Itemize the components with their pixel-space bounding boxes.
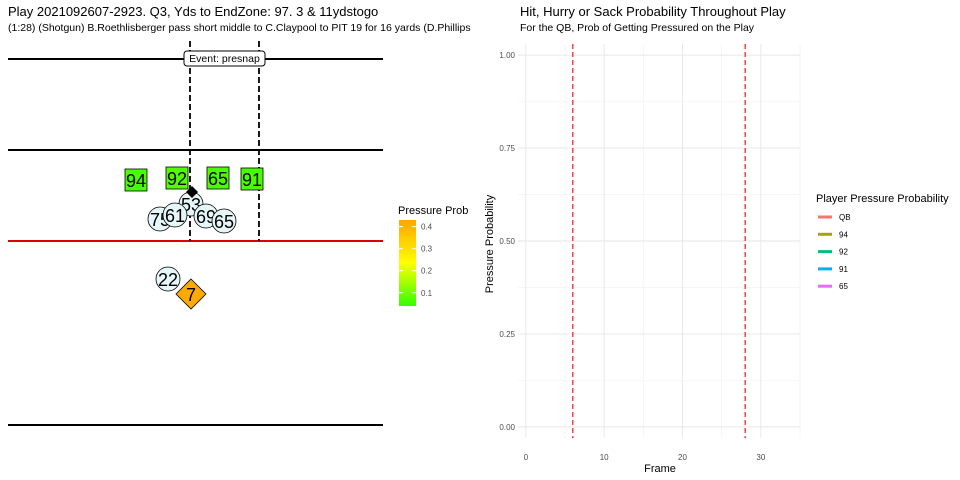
player-marker: 7 [175, 278, 207, 310]
legend-label: 94 [839, 230, 848, 239]
colorbar-tick-label: 0.2 [421, 267, 433, 276]
player-marker: 94 [124, 168, 148, 192]
offense-circle [162, 202, 188, 228]
play-description: (1:28) (Shotgun) B.Roethlisberger pass s… [8, 22, 471, 34]
colorbar-tick-label: 0.1 [421, 289, 433, 298]
player-marker: 65 [211, 208, 237, 234]
y-tick-label: 0.75 [499, 144, 515, 153]
player-marker: 61 [162, 202, 188, 228]
offense-circle [155, 266, 181, 292]
jersey-number: 69 [196, 207, 216, 227]
jersey-number: 91 [242, 170, 262, 190]
chart-title: Hit, Hurry or Sack Probability Throughou… [520, 4, 786, 19]
legend-items: QB 94 92 91 65 [818, 213, 851, 291]
jersey-number: 65 [214, 212, 234, 232]
legend-item: 65 [818, 282, 848, 291]
legend-item: 91 [818, 265, 848, 274]
chart-grid [518, 44, 801, 438]
defender-square [124, 168, 148, 192]
qb-diamond [175, 278, 207, 310]
event-label: Event: presnap [189, 53, 260, 65]
defender-square [206, 166, 230, 190]
jersey-number: 92 [167, 169, 187, 189]
legend-label: 65 [839, 282, 848, 291]
chart-subtitle: For the QB, Prob of Getting Pressured on… [520, 22, 755, 34]
x-tick-labels: 0 10 20 30 [524, 453, 766, 462]
legend-item: 94 [818, 230, 848, 239]
y-tick-label: 0.25 [499, 330, 515, 339]
defender-square [240, 167, 264, 191]
y-tick-label: 0.00 [499, 423, 515, 432]
series-legend: Player Pressure Probability QB 94 92 91 65 [816, 193, 949, 291]
y-tick-label: 0.50 [499, 237, 515, 246]
x-tick-label: 0 [524, 453, 529, 462]
player-marker: 91 [240, 167, 264, 191]
jersey-number: 65 [208, 169, 228, 189]
player-marker: 92 [165, 166, 189, 190]
jersey-number: 61 [165, 206, 185, 226]
jersey-number: 94 [126, 171, 146, 191]
legend-label: 92 [839, 248, 848, 257]
y-axis-title: Pressure Probability [484, 194, 496, 293]
legend-item: 92 [818, 248, 848, 257]
football-marker [186, 186, 198, 198]
jersey-number: 7 [186, 285, 196, 305]
jersey-number: 22 [158, 270, 178, 290]
legend-label: QB [839, 213, 851, 222]
pressure-chart: 0 10 20 30 0.00 0.25 0.50 0.75 1.00 Frame Press… [484, 44, 801, 475]
defender-square [165, 166, 189, 190]
y-tick-label: 1.00 [499, 51, 515, 60]
offense-circle [211, 208, 237, 234]
colorbar-ticks: 0.1 0.2 0.3 0.4 [399, 223, 433, 298]
x-tick-label: 30 [756, 453, 765, 462]
colorbar-tick-label: 0.3 [421, 245, 433, 254]
pressure-colorbar: Pressure Prob 0.1 0.2 0.3 0.4 [398, 205, 468, 306]
player-marker: 22 [155, 266, 181, 292]
play-title: Play 2021092607-2923. Q3, Yds to EndZone… [8, 4, 379, 19]
legend-label: 91 [839, 265, 848, 274]
x-axis-title: Frame [644, 463, 676, 475]
event-vlines [572, 44, 746, 438]
event-label-box [183, 50, 266, 67]
colorbar-tick-label: 0.4 [421, 223, 433, 232]
y-tick-labels: 0.00 0.25 0.50 0.75 1.00 [499, 51, 515, 432]
colorbar-gradient [399, 220, 416, 306]
player-marker: 65 [206, 166, 230, 190]
legend-title: Player Pressure Probability [816, 193, 949, 205]
x-tick-label: 20 [678, 453, 687, 462]
legend-item: QB [818, 213, 851, 222]
x-tick-label: 10 [600, 453, 609, 462]
colorbar-title: Pressure Prob [398, 205, 468, 217]
